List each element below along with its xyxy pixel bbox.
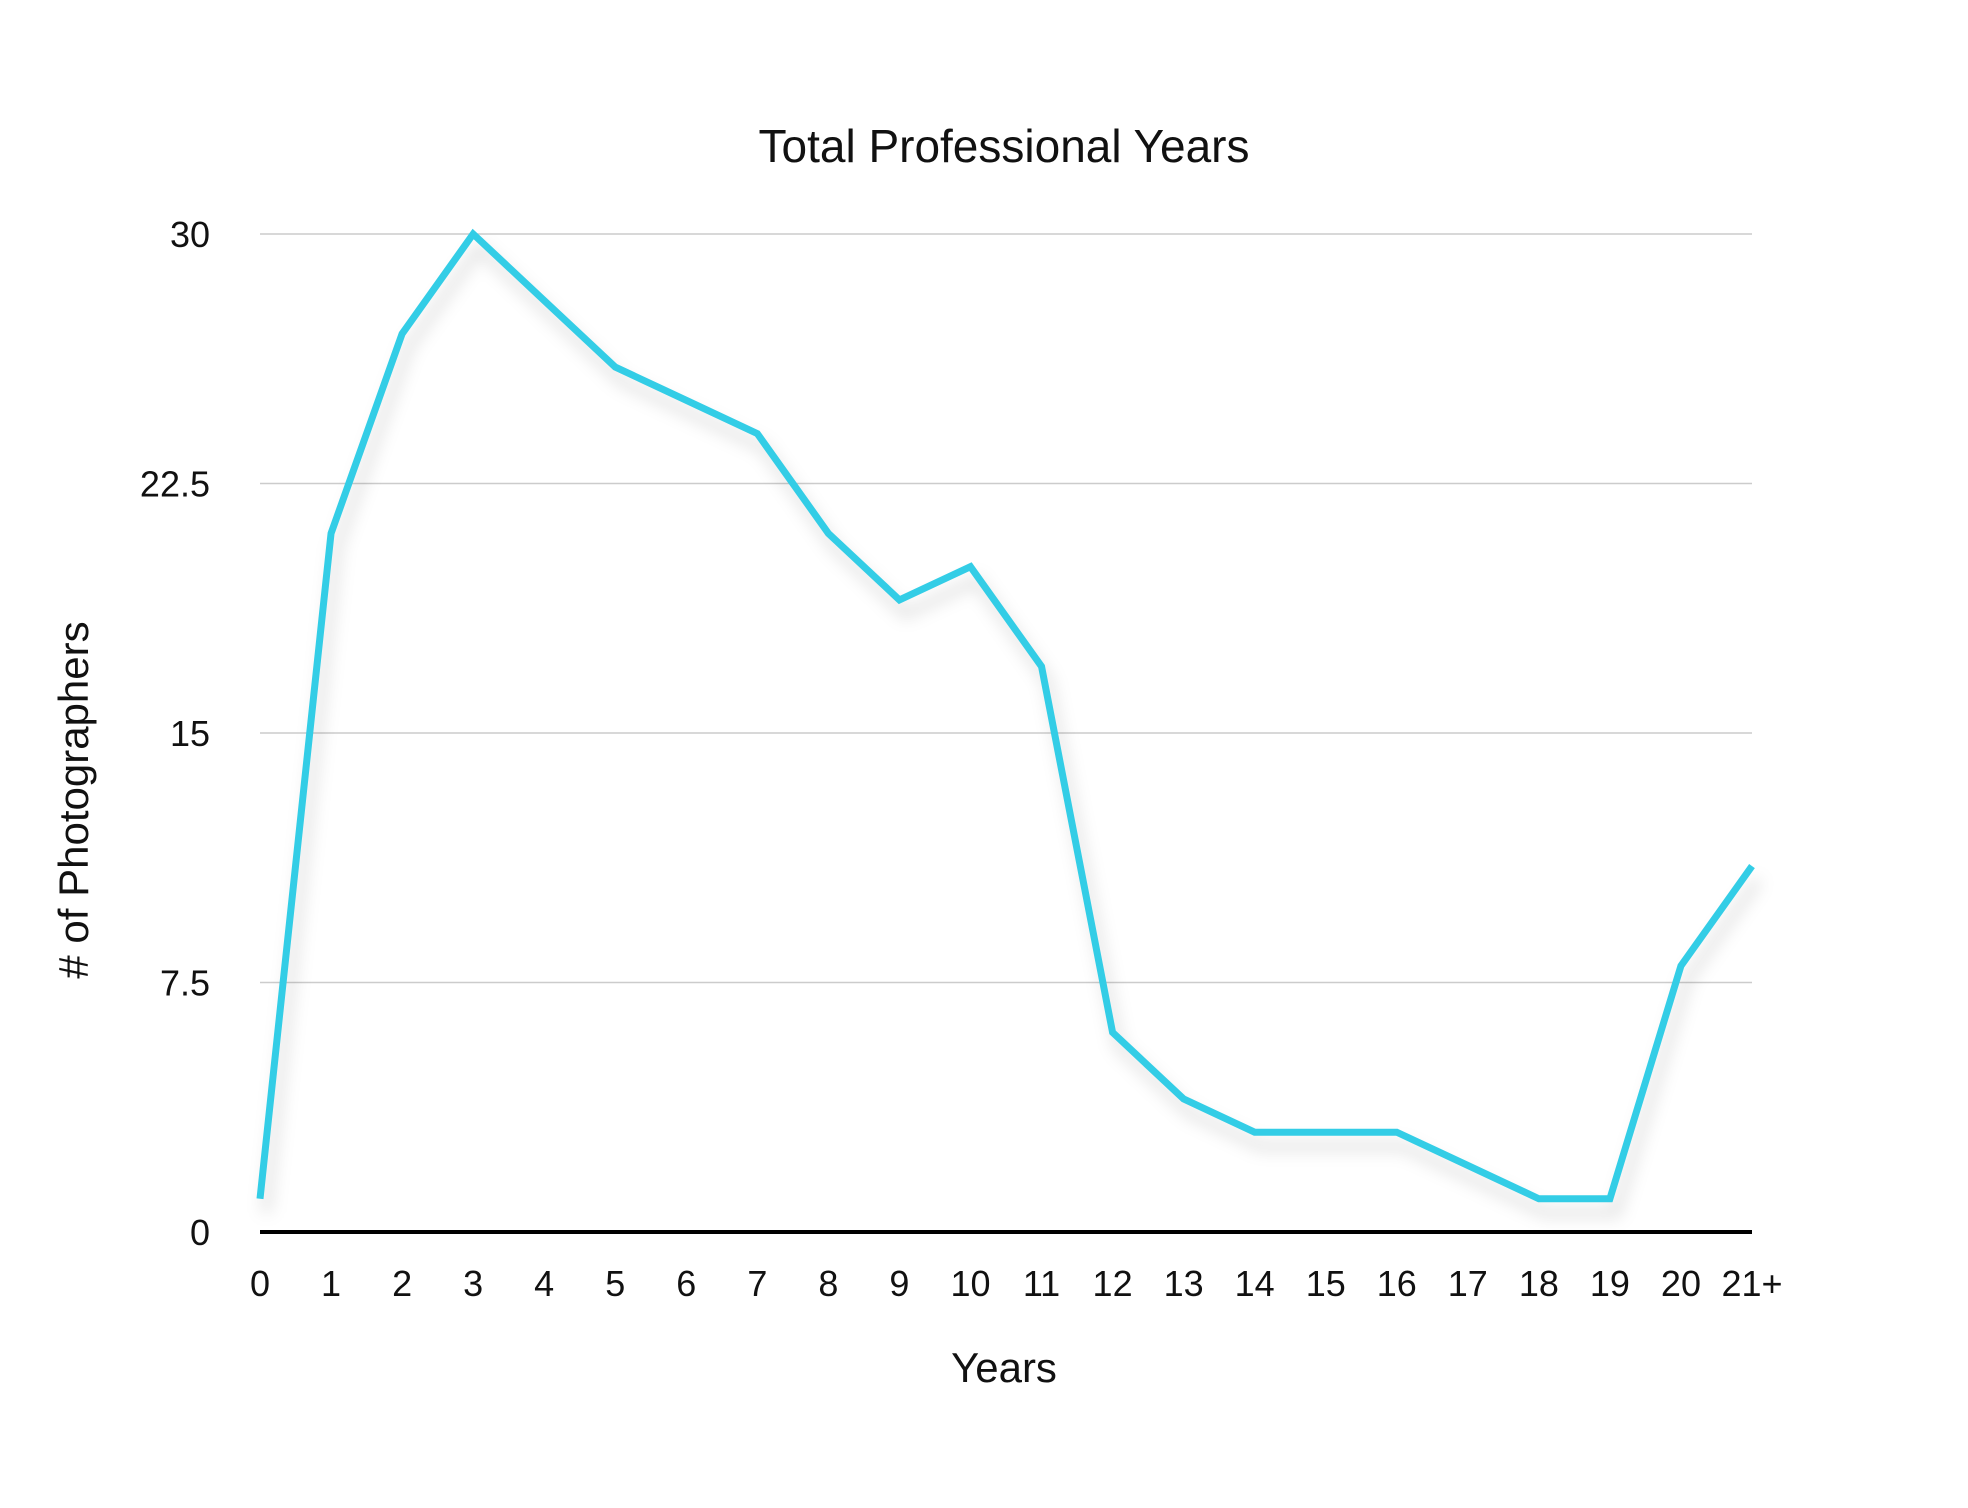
x-tick-label: 11 xyxy=(1023,1263,1060,1304)
x-tick-label: 10 xyxy=(950,1263,990,1304)
y-tick-label: 15 xyxy=(170,713,210,754)
x-tick-label: 8 xyxy=(818,1263,838,1304)
x-axis-title: Years xyxy=(951,1344,1057,1391)
x-tick-label: 3 xyxy=(463,1263,483,1304)
x-tick-label: 6 xyxy=(676,1263,696,1304)
y-axis-title: # of Photographers xyxy=(50,621,97,978)
x-tick-label: 9 xyxy=(889,1263,909,1304)
x-tick-label: 5 xyxy=(605,1263,625,1304)
x-tick-label: 20 xyxy=(1661,1263,1701,1304)
x-tick-label: 21+ xyxy=(1721,1263,1782,1304)
series-line-shadow xyxy=(261,241,1762,1218)
y-tick-label: 0 xyxy=(190,1212,210,1253)
x-tick-label: 15 xyxy=(1306,1263,1346,1304)
chart-title: Total Professional Years xyxy=(759,120,1250,172)
x-tick-label: 14 xyxy=(1235,1263,1275,1304)
y-tick-label: 22.5 xyxy=(140,464,210,505)
x-tick-label: 16 xyxy=(1377,1263,1417,1304)
series-line xyxy=(256,228,1755,1203)
x-tick-label: 13 xyxy=(1164,1263,1204,1304)
x-tick-label: 1 xyxy=(321,1263,341,1304)
x-tick-label: 2 xyxy=(392,1263,412,1304)
y-axis-ticks: 0 7.5 15 22.5 30 xyxy=(140,214,210,1253)
x-tick-label: 7 xyxy=(747,1263,767,1304)
y-tick-label: 7.5 xyxy=(160,963,210,1004)
gridlines xyxy=(260,233,1752,984)
x-tick-label: 4 xyxy=(534,1263,554,1304)
x-tick-label: 18 xyxy=(1519,1263,1559,1304)
x-tick-label: 12 xyxy=(1093,1263,1133,1304)
x-tick-label: 17 xyxy=(1448,1263,1488,1304)
x-tick-label: 0 xyxy=(250,1263,270,1304)
y-tick-label: 30 xyxy=(170,214,210,255)
series-layer xyxy=(256,228,1762,1218)
x-axis-ticks: 0 1 2 3 4 5 6 7 8 9 10 11 12 13 14 15 16 17 18 19 20 21+ xyxy=(250,1263,1783,1304)
x-tick-label: 19 xyxy=(1590,1263,1630,1304)
